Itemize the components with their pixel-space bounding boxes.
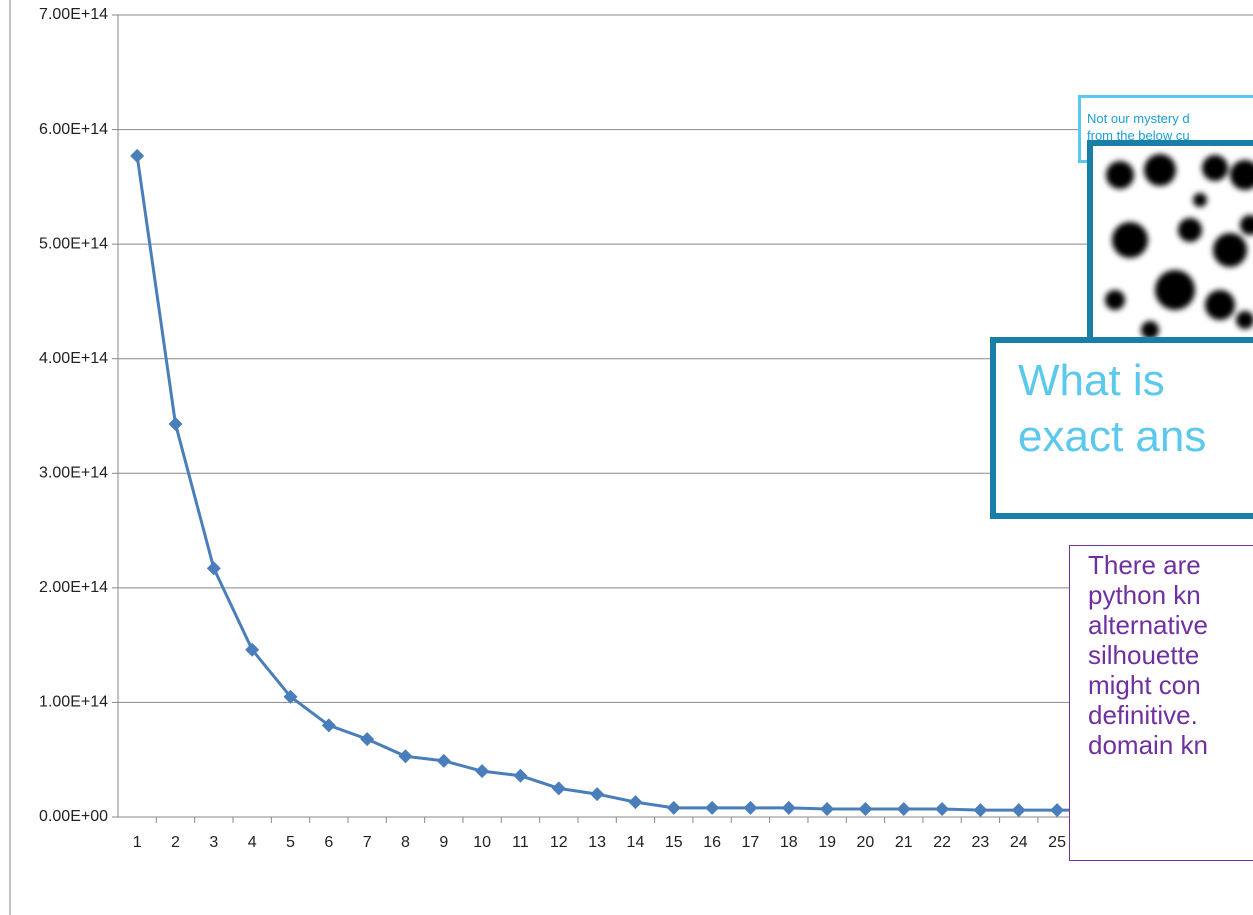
text-line: There are <box>1088 550 1201 580</box>
x-tick-label: 16 <box>703 834 721 851</box>
x-tick-label: 10 <box>473 834 491 851</box>
x-tick-label: 22 <box>933 834 951 851</box>
x-tick-label: 21 <box>895 834 913 851</box>
y-tick-label: 1.00E+14 <box>39 694 108 711</box>
marker <box>283 689 298 704</box>
note-box: Not our mystery d from the below cu <box>1078 95 1253 163</box>
text-line: Not our mystery d <box>1087 111 1190 126</box>
y-tick-label: 4.00E+14 <box>39 350 108 367</box>
y-tick-label: 7.00E+14 <box>39 6 108 23</box>
y-tick-label: 0.00E+00 <box>39 808 108 825</box>
x-tick-label: 20 <box>857 834 875 851</box>
x-tick-label: 15 <box>665 834 683 851</box>
text-line: exact ans <box>1018 412 1207 461</box>
x-tick-label: 23 <box>972 834 990 851</box>
text-line: silhouette <box>1088 640 1200 670</box>
marker <box>513 768 528 783</box>
text-line: python kn <box>1088 580 1201 610</box>
question-box: What is exact ans <box>990 337 1253 519</box>
marker <box>858 801 873 816</box>
y-tick-label: 6.00E+14 <box>39 121 108 138</box>
x-tick-label: 24 <box>1010 834 1028 851</box>
text-line: What is <box>1018 356 1165 405</box>
marker <box>896 801 911 816</box>
x-tick-label: 19 <box>818 834 836 851</box>
marker <box>321 718 336 733</box>
marker <box>743 800 758 815</box>
marker <box>475 764 490 779</box>
marker <box>360 732 375 747</box>
x-tick-label: 7 <box>363 834 372 851</box>
marker <box>628 795 643 810</box>
marker <box>436 753 451 768</box>
x-tick-label: 8 <box>401 834 410 851</box>
x-tick-label: 4 <box>248 834 257 851</box>
marker <box>1050 803 1065 818</box>
marker <box>168 417 183 432</box>
x-tick-label: 13 <box>588 834 606 851</box>
marker <box>973 803 988 818</box>
marker <box>245 642 260 657</box>
marker <box>1011 803 1026 818</box>
x-tick-label: 6 <box>324 834 333 851</box>
marker <box>820 801 835 816</box>
y-tick-label: 3.00E+14 <box>39 465 108 482</box>
x-tick-label: 25 <box>1048 834 1066 851</box>
x-tick-label: 3 <box>209 834 218 851</box>
answer-box: There are python kn alternative silhouette m… <box>1069 545 1253 861</box>
marker <box>130 148 145 163</box>
marker <box>206 561 221 576</box>
x-tick-label: 14 <box>627 834 645 851</box>
y-tick-label: 5.00E+14 <box>39 235 108 252</box>
x-tick-label: 1 <box>133 834 142 851</box>
text-line: definitive. <box>1088 700 1198 730</box>
text-line: domain kn <box>1088 730 1208 760</box>
x-tick-label: 18 <box>780 834 798 851</box>
marker <box>705 800 720 815</box>
text-line: might con <box>1088 670 1201 700</box>
marker <box>551 781 566 796</box>
x-tick-label: 9 <box>439 834 448 851</box>
marker <box>590 787 605 802</box>
marker <box>666 800 681 815</box>
y-tick-label: 2.00E+14 <box>39 579 108 596</box>
marker <box>781 800 796 815</box>
x-tick-label: 2 <box>171 834 180 851</box>
x-tick-label: 11 <box>512 834 529 851</box>
x-tick-label: 5 <box>286 834 295 851</box>
x-tick-label: 17 <box>742 834 760 851</box>
marker <box>398 749 413 764</box>
text-line: alternative <box>1088 610 1208 640</box>
marker <box>935 801 950 816</box>
text-line: from the below cu <box>1087 128 1190 143</box>
x-tick-label: 12 <box>550 834 568 851</box>
